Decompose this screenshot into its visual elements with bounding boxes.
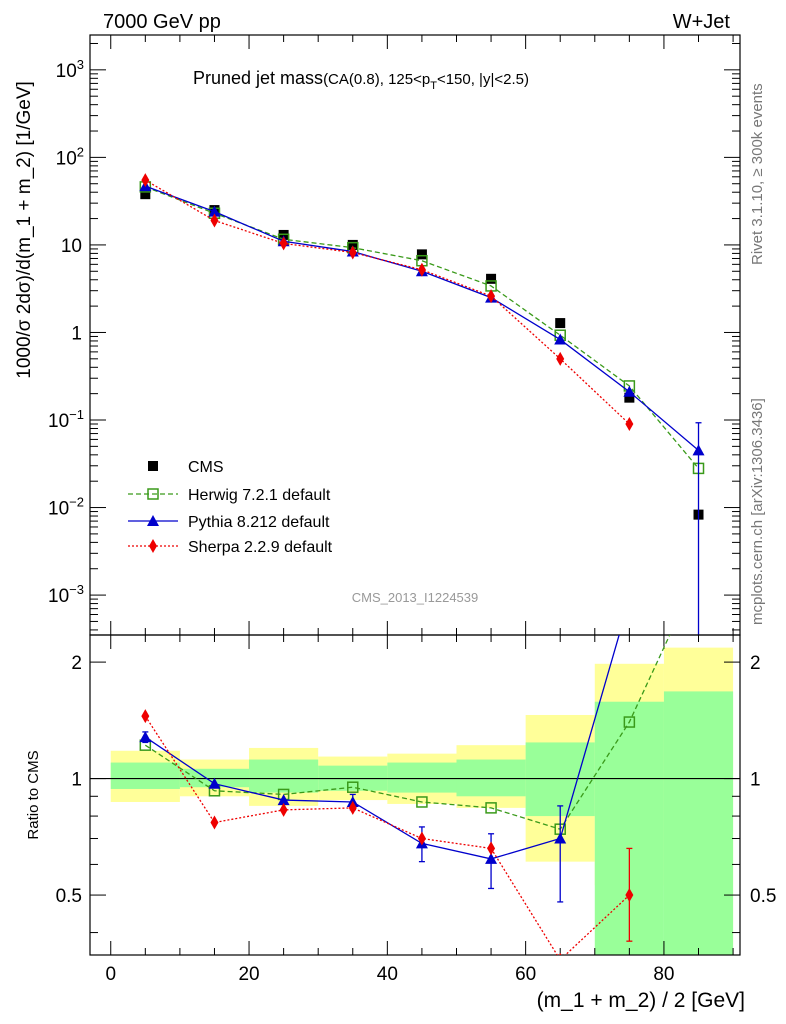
ratio-y-tick-label-right: 2: [750, 653, 761, 674]
ratio-marker-herwig: [347, 781, 359, 793]
series-line-sherpa: [144, 179, 630, 425]
x-tick-label: 40: [377, 964, 398, 985]
marker-sherpa: [417, 262, 426, 277]
side-text-bottom: mcplots.cern.ch [arXiv:1306.3436]: [749, 398, 766, 625]
legend-entry-pythia: Pythia 8.212 default: [128, 514, 330, 531]
marker-cms: [555, 318, 566, 329]
band-inner-bin: [456, 759, 526, 797]
ratio-marker-sherpa: [141, 709, 150, 724]
header-left: 7000 GeV pp: [103, 11, 221, 33]
marker-cms: [416, 249, 427, 260]
plot-title-main: Pruned jet mass: [193, 68, 323, 88]
x-tick-label: 20: [238, 964, 259, 985]
side-text-top: Rivet 3.1.10, ≥ 300k events: [749, 83, 766, 265]
band-inner-bin: [663, 691, 734, 955]
marker-cms: [140, 189, 151, 200]
x-tick-label: 0: [105, 964, 116, 985]
header-right: W+Jet: [673, 11, 731, 33]
marker-sherpa: [141, 173, 150, 188]
plot-title-sub-sub: T: [430, 80, 437, 92]
ratio-frame: [89, 634, 741, 956]
plot-title: Pruned jet mass(CA(0.8), 125<pT<150, |y|…: [193, 68, 529, 92]
series-cms-main: [140, 189, 704, 520]
marker-pythia: [692, 444, 705, 456]
legend-marker: [149, 539, 157, 553]
legend-entry-sherpa: Sherpa 2.2.9 default: [128, 539, 333, 556]
x-tick-label: 80: [653, 964, 674, 985]
ratio-y-tick-label-right: 0.5: [750, 886, 776, 907]
marker-pythia: [208, 205, 221, 217]
ratio-panel: 0 20 40 60 80 0.5 0.5 1 1 2 2: [56, 594, 776, 985]
ratio-marker-sherpa: [625, 888, 634, 903]
y-tick-label: 1: [71, 323, 82, 344]
ratio-marker-sherpa: [487, 841, 496, 856]
ratio-marker-sherpa: [348, 800, 357, 815]
legend-label: Sherpa 2.2.9 default: [188, 539, 333, 556]
ratio-marker-sherpa: [558, 952, 562, 955]
ratio-y-tick-label: 2: [71, 653, 82, 674]
y-tick-label: 10−2: [48, 495, 84, 520]
marker-cms: [486, 273, 497, 284]
band-inner-bin: [387, 762, 457, 793]
y-tick-label: 10−1: [48, 407, 84, 432]
ratio-marker-pythia: [208, 777, 221, 789]
x-axis-label: (m_1 + m_2) / 2 [GeV]: [537, 989, 745, 1012]
marker-sherpa: [348, 245, 357, 260]
legend-label: CMS: [188, 459, 224, 476]
series-line-herwig: [145, 186, 700, 469]
ratio-marker-pythia: [554, 832, 567, 844]
legend-marker: [147, 488, 159, 500]
series-herwig-main: [139, 181, 705, 475]
marker-sherpa: [625, 417, 634, 432]
plot-title-sub-end: <150, |y|<2.5): [437, 71, 529, 88]
band-inner-bin: [249, 759, 319, 793]
ratio-y-tick-label-right: 1: [750, 770, 761, 791]
plot-title-sub: (CA(0.8), 125<p: [323, 71, 430, 88]
ratio-line-sherpa: [144, 715, 630, 955]
marker-pythia: [623, 385, 636, 397]
ratio-marker-herwig: [623, 716, 636, 728]
marker-sherpa: [556, 351, 565, 366]
y-axis-label-main: 1000/σ 2dσ)/d(m_1 + m_2) [1/GeV]: [14, 81, 35, 379]
main-panel: 10−3 10−2 10−1 1 10 102 103: [48, 34, 741, 636]
legend-entry-cms: CMS: [148, 459, 224, 476]
marker-sherpa: [487, 289, 496, 304]
y-tick-label: 103: [56, 57, 84, 82]
y-tick-label: 10: [61, 236, 82, 257]
legend-marker: [148, 461, 158, 471]
ratio-marker-sherpa: [279, 802, 288, 817]
ratio-marker-pythia: [139, 731, 152, 743]
ratio-line-herwig: [144, 635, 671, 830]
marker-sherpa: [210, 213, 219, 228]
ratio-marker-herwig: [416, 796, 428, 808]
watermark: CMS_2013_I1224539: [352, 590, 479, 605]
ratio-marker-pythia: [485, 852, 498, 864]
legend-label: Herwig 7.2.1 default: [188, 487, 331, 504]
ratio-bands: [110, 647, 734, 955]
marker-pythia: [554, 333, 567, 345]
band-inner-bin: [525, 742, 595, 817]
band-inner-bin: [110, 762, 180, 789]
ratio-marker-pythia: [623, 594, 635, 605]
y-tick-label: 102: [56, 144, 84, 169]
ratio-marker-pythia: [277, 794, 290, 806]
ratio-marker-herwig: [485, 802, 497, 814]
series-sherpa-main: [141, 173, 634, 432]
x-tick-label: 60: [515, 964, 536, 985]
legend-label: Pythia 8.212 default: [188, 514, 330, 531]
ratio-y-tick-label: 1: [71, 770, 82, 791]
marker-cms: [347, 239, 358, 250]
series-sherpa-ratio: [141, 709, 634, 955]
ratio-marker-sherpa: [417, 831, 426, 846]
legend-marker: [147, 515, 159, 526]
legend-entry-herwig: Herwig 7.2.1 default: [128, 487, 331, 504]
marker-sherpa: [279, 236, 288, 251]
marker-cms: [624, 392, 635, 403]
legend: CMS Herwig 7.2.1 default Pythia 8.212 defa…: [128, 459, 333, 556]
y-axis-label-ratio: Ratio to CMS: [25, 750, 42, 839]
y-tick-label: 10−3: [48, 582, 84, 607]
ratio-y-tick-label: 0.5: [56, 886, 82, 907]
ratio-marker-sherpa: [210, 815, 219, 830]
